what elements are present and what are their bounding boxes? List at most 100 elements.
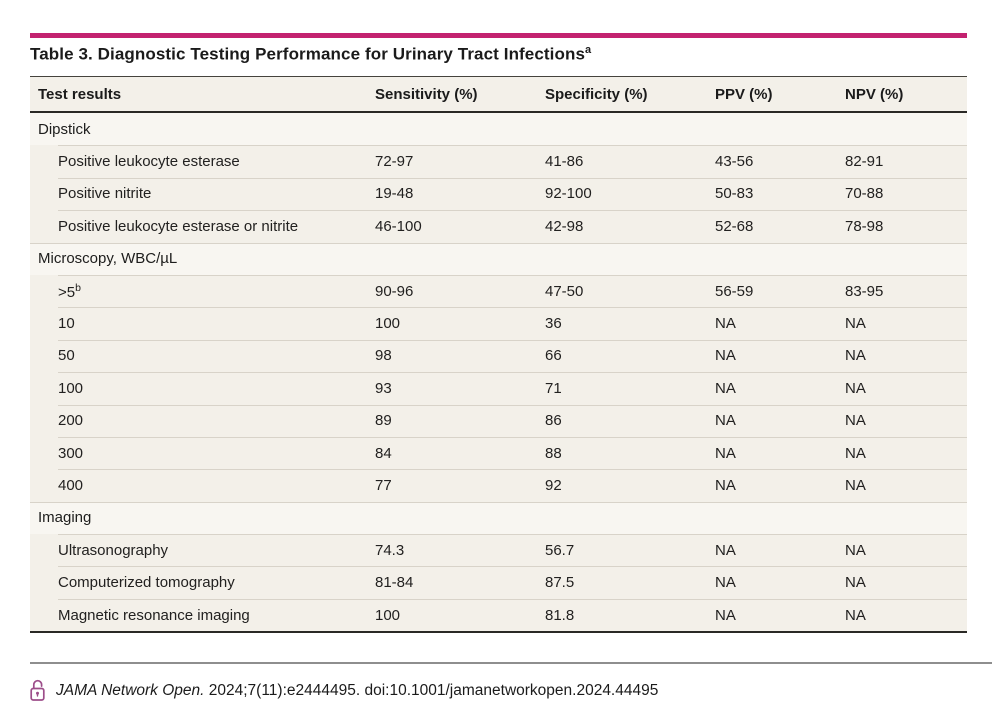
column-header-test-results: Test results	[38, 85, 122, 103]
footer-divider	[30, 662, 992, 664]
cell-npv: NA	[845, 347, 866, 365]
cell-test-result: Ultrasonography	[58, 541, 169, 559]
cell-sensitivity: 90-96	[375, 282, 414, 300]
table-row: 100 93 71 NA NA	[30, 372, 967, 405]
cell-specificity: 92	[545, 476, 562, 494]
row-divider	[58, 372, 967, 374]
table-row: >5b 90-96 47-50 56-59 83-95	[30, 274, 967, 308]
row-divider	[30, 242, 967, 244]
section-label: Microscopy, WBC/µL	[38, 250, 178, 268]
cell-sensitivity: 46-100	[375, 217, 422, 235]
cell-ppv: NA	[715, 606, 736, 624]
cell-test-result: Positive nitrite	[58, 185, 152, 203]
row-divider	[58, 404, 967, 406]
cell-npv: 82-91	[845, 153, 884, 171]
table-row: Positive nitrite 19-48 92-100 50-83 70-88	[30, 177, 967, 211]
row-divider	[58, 566, 967, 568]
column-header-ppv: PPV (%)	[715, 85, 773, 103]
cell-test-result: 300	[58, 444, 84, 462]
cell-ppv: 50-83	[715, 185, 754, 203]
cell-npv: NA	[845, 476, 866, 494]
table-header-row: Test results Sensitivity (%) Specificity…	[30, 77, 967, 113]
cell-test-result: Positive leukocyte esterase or nitrite	[58, 217, 299, 235]
row-divider	[58, 534, 967, 536]
cell-specificity: 92-100	[545, 185, 592, 203]
cell-npv: NA	[845, 379, 866, 397]
cell-ppv: NA	[715, 444, 736, 462]
cell-sensitivity: 74.3	[375, 541, 405, 559]
cell-sensitivity: 77	[375, 476, 392, 494]
cell-test-result: Magnetic resonance imaging	[58, 606, 250, 624]
cell-npv: 70-88	[845, 185, 884, 203]
table-row: 400 77 92 NA NA	[30, 469, 967, 502]
section-label: Imaging	[38, 509, 92, 527]
cell-specificity: 86	[545, 412, 562, 430]
column-header-npv: NPV (%)	[845, 85, 904, 103]
open-access-lock-icon	[30, 679, 45, 701]
cell-npv: NA	[845, 574, 866, 592]
cell-specificity: 71	[545, 379, 562, 397]
citation-footer: JAMA Network Open. 2024;7(11):e2444495. …	[30, 678, 658, 704]
row-divider	[58, 339, 967, 341]
cell-ppv: 52-68	[715, 217, 754, 235]
table-body: Dipstick Positive leukocyte esterase 72-97…	[30, 113, 967, 632]
table-row: 200 89 86 NA NA	[30, 404, 967, 437]
cell-test-result: 400	[58, 476, 84, 494]
cell-specificity: 41-86	[545, 153, 584, 171]
cell-ppv: NA	[715, 315, 736, 333]
cell-npv: NA	[845, 444, 866, 462]
table-row: 50 98 66 NA NA	[30, 339, 967, 373]
citation-text: JAMA Network Open. 2024;7(11):e2444495. …	[56, 682, 658, 700]
cell-ppv: NA	[715, 347, 736, 365]
cell-test-result: Computerized tomography	[58, 574, 235, 592]
cell-specificity: 42-98	[545, 217, 584, 235]
cell-sensitivity: 72-97	[375, 153, 414, 171]
cell-specificity: 81.8	[545, 606, 575, 624]
table-title-text: Table 3. Diagnostic Testing Performance …	[30, 44, 586, 64]
cell-npv: 83-95	[845, 282, 884, 300]
row-divider	[58, 145, 967, 147]
cell-ppv: NA	[715, 574, 736, 592]
journal-name: JAMA Network Open.	[56, 682, 205, 699]
table-row: Ultrasonography 74.3 56.7 NA NA	[30, 534, 967, 567]
cell-specificity: 66	[545, 347, 562, 365]
cell-npv: NA	[845, 315, 866, 333]
cell-ppv: NA	[715, 541, 736, 559]
row-divider	[58, 598, 967, 600]
row-divider	[58, 274, 967, 276]
section-row: Dipstick	[30, 113, 967, 146]
footnote-marker: b	[75, 281, 81, 294]
cell-npv: NA	[845, 606, 866, 624]
cell-specificity: 87.5	[545, 574, 575, 592]
cell-test-result: 10	[58, 315, 75, 333]
section-row: Microscopy, WBC/µL	[30, 242, 967, 275]
cell-npv: 78-98	[845, 217, 884, 235]
cell-ppv: NA	[715, 412, 736, 430]
table-title-footnote-marker: a	[585, 44, 592, 56]
cell-specificity: 88	[545, 444, 562, 462]
cell-ppv: 56-59	[715, 282, 754, 300]
cell-ppv: NA	[715, 379, 736, 397]
table-row: 300 84 88 NA NA	[30, 436, 967, 470]
row-divider	[30, 501, 967, 503]
cell-sensitivity: 81-84	[375, 574, 414, 592]
cell-test-result: 200	[58, 412, 84, 430]
cell-ppv: NA	[715, 476, 736, 494]
cell-npv: NA	[845, 541, 866, 559]
cell-specificity: 56.7	[545, 541, 575, 559]
cell-test-result: >5b	[58, 281, 81, 301]
citation-detail: 2024;7(11):e2444495. doi:10.1001/jamanet…	[208, 682, 659, 699]
diagnostic-performance-table: Test results Sensitivity (%) Specificity…	[30, 76, 967, 634]
cell-test-result: 100	[58, 379, 84, 397]
cell-specificity: 47-50	[545, 282, 584, 300]
table-title: Table 3. Diagnostic Testing Performance …	[30, 44, 967, 65]
table-row: Positive leukocyte esterase 72-97 41-86 43-…	[30, 145, 967, 178]
accent-bar	[30, 33, 967, 38]
cell-sensitivity: 19-48	[375, 185, 414, 203]
cell-npv: NA	[845, 412, 866, 430]
column-header-sensitivity: Sensitivity (%)	[375, 85, 478, 103]
column-header-specificity: Specificity (%)	[545, 85, 648, 103]
row-divider	[58, 436, 967, 438]
cell-ppv: 43-56	[715, 153, 754, 171]
cell-test-result: 50	[58, 347, 75, 365]
